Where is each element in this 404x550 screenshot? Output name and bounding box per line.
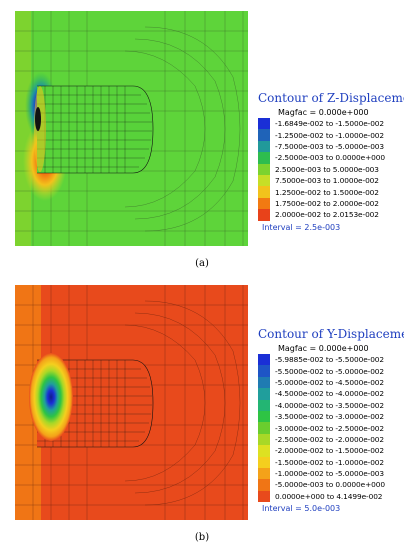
legend-entry: -2.5000e-002 to -2.0000e-002	[258, 433, 398, 446]
legend-swatch	[258, 399, 270, 411]
left-band	[15, 11, 31, 246]
legend-label: -1.6849e-002 to -1.5000e-002	[275, 119, 385, 129]
legend-swatch	[258, 433, 270, 446]
legend-swatch	[258, 490, 270, 503]
z-displacement-contour-mesh	[15, 11, 248, 246]
legend-interval: Interval = 5.0e-003	[262, 504, 341, 514]
legend-label: -3.0000e-002 to -2.5000e-002	[275, 423, 385, 433]
legend-entry: -5.9885e-002 to -5.5000e-002	[258, 354, 398, 366]
legend-interval: Interval = 2.5e-003	[262, 222, 341, 232]
legend-swatch	[258, 456, 270, 468]
z-displacement-legend: Contour of Z-Displacement Magfac = 0.000…	[258, 91, 404, 232]
legend-swatch	[258, 152, 270, 164]
legend-entry: -5.5000e-002 to -5.0000e-002	[258, 365, 398, 377]
legend-title: Contour of Y-Displacement	[258, 327, 404, 341]
legend-label: -2.5000e-003 to 0.0000e+000	[275, 153, 385, 163]
legend-entry: -5.0000e-002 to -4.5000e-002	[258, 376, 398, 389]
legend-swatch	[258, 118, 270, 130]
legend-entry: -1.0000e-002 to -5.0000e-003	[258, 467, 398, 480]
legend-label: -5.5000e-002 to -5.0000e-002	[275, 366, 385, 376]
legend-label: -5.0000e-002 to -4.5000e-002	[275, 377, 385, 387]
legend-entries: -5.9885e-002 to -5.5000e-002 -5.5000e-002…	[258, 354, 398, 503]
legend-label: -2.5000e-002 to -2.0000e-002	[275, 434, 385, 444]
legend-label: -4.0000e-002 to -3.5000e-002	[275, 400, 385, 410]
panel-y-displacement: Contour of Y-Displacement Magfac = 0.000…	[15, 285, 404, 520]
legend-label: 0.0000e+000 to 4.1499e-002	[275, 491, 383, 501]
legend-entry: -3.0000e-002 to -2.5000e-002	[258, 422, 398, 434]
legend-label: -2.0000e-002 to -1.5000e-002	[275, 446, 385, 456]
legend-entry: -2.0000e-002 to -1.5000e-002	[258, 445, 398, 457]
legend-swatch	[258, 186, 270, 198]
legend-magfac: Magfac = 0.000e+000	[278, 108, 369, 117]
legend-swatch	[258, 467, 270, 480]
legend-label: 7.5000e-003 to 1.0000e-002	[275, 176, 379, 186]
legend-label: 2.0000e-002 to 2.0153e-002	[275, 210, 379, 220]
legend-entry: 2.0000e-002 to 2.0153e-002	[258, 209, 398, 221]
legend-swatch	[258, 140, 270, 153]
legend-entry: -5.0000e-003 to 0.0000e+000	[258, 479, 398, 491]
legend-label: -1.5000e-002 to -1.0000e-002	[275, 457, 385, 467]
caption-b: (b)	[194, 532, 210, 543]
legend-label: -5.0000e-003 to 0.0000e+000	[275, 480, 385, 490]
legend-entry: -1.6849e-002 to -1.5000e-002	[258, 118, 398, 130]
legend-swatch	[258, 129, 270, 141]
legend-entry: -1.2500e-002 to -1.0000e-002	[258, 129, 398, 141]
legend-label: 2.5000e-003 to 5.0000e-003	[275, 164, 379, 174]
legend-label: -3.5000e-002 to -3.0000e-002	[275, 412, 385, 422]
panel-z-displacement: Contour of Z-Displacement Magfac = 0.000…	[15, 11, 404, 246]
legend-entry: -4.0000e-002 to -3.5000e-002	[258, 399, 398, 411]
legend-entry: -1.5000e-002 to -1.0000e-002	[258, 456, 398, 468]
legend-entry: -7.5000e-003 to -5.0000e-003	[258, 140, 398, 153]
legend-swatch	[258, 445, 270, 457]
legend-swatch	[258, 388, 270, 400]
legend-swatch	[258, 209, 270, 221]
legend-entry: 0.0000e+000 to 4.1499e-002	[258, 490, 398, 503]
legend-entry: -2.5000e-003 to 0.0000e+000	[258, 152, 398, 164]
legend-swatch	[258, 354, 270, 366]
legend-entry: -4.5000e-002 to -4.0000e-002	[258, 388, 398, 400]
legend-swatch	[258, 376, 270, 389]
caption-a: (a)	[195, 258, 209, 269]
legend-swatch	[258, 174, 270, 187]
legend-entry: 2.5000e-003 to 5.0000e-003	[258, 163, 398, 175]
legend-swatch	[258, 197, 270, 210]
legend-magfac: Magfac = 0.000e+000	[278, 344, 369, 353]
legend-swatch	[258, 422, 270, 434]
legend-label: -1.2500e-002 to -1.0000e-002	[275, 130, 385, 140]
legend-swatch	[258, 479, 270, 491]
legend-label: -5.9885e-002 to -5.5000e-002	[275, 355, 385, 365]
legend-label: 1.7500e-002 to 2.0000e-002	[275, 198, 379, 208]
legend-swatch	[258, 410, 270, 423]
legend-label: -7.5000e-003 to -5.0000e-003	[275, 141, 385, 151]
legend-entry: 1.7500e-002 to 2.0000e-002	[258, 197, 398, 210]
legend-label: -1.0000e-002 to -5.0000e-003	[275, 469, 385, 479]
face-displacement-zone	[29, 353, 73, 441]
legend-swatch	[258, 365, 270, 377]
y-displacement-contour-mesh	[15, 285, 248, 520]
y-displacement-legend: Contour of Y-Displacement Magfac = 0.000…	[258, 327, 404, 514]
tunnel	[34, 85, 154, 174]
legend-title: Contour of Z-Displacement	[258, 91, 404, 105]
legend-label: 1.2500e-002 to 1.5000e-002	[275, 187, 379, 197]
legend-entry: -3.5000e-002 to -3.0000e-002	[258, 410, 398, 423]
legend-swatch	[258, 163, 270, 175]
legend-entry: 1.2500e-002 to 1.5000e-002	[258, 186, 398, 198]
legend-label: -4.5000e-002 to -4.0000e-002	[275, 389, 385, 399]
legend-entry: 7.5000e-003 to 1.0000e-002	[258, 174, 398, 187]
legend-entries: -1.6849e-002 to -1.5000e-002 -1.2500e-002…	[258, 118, 398, 221]
